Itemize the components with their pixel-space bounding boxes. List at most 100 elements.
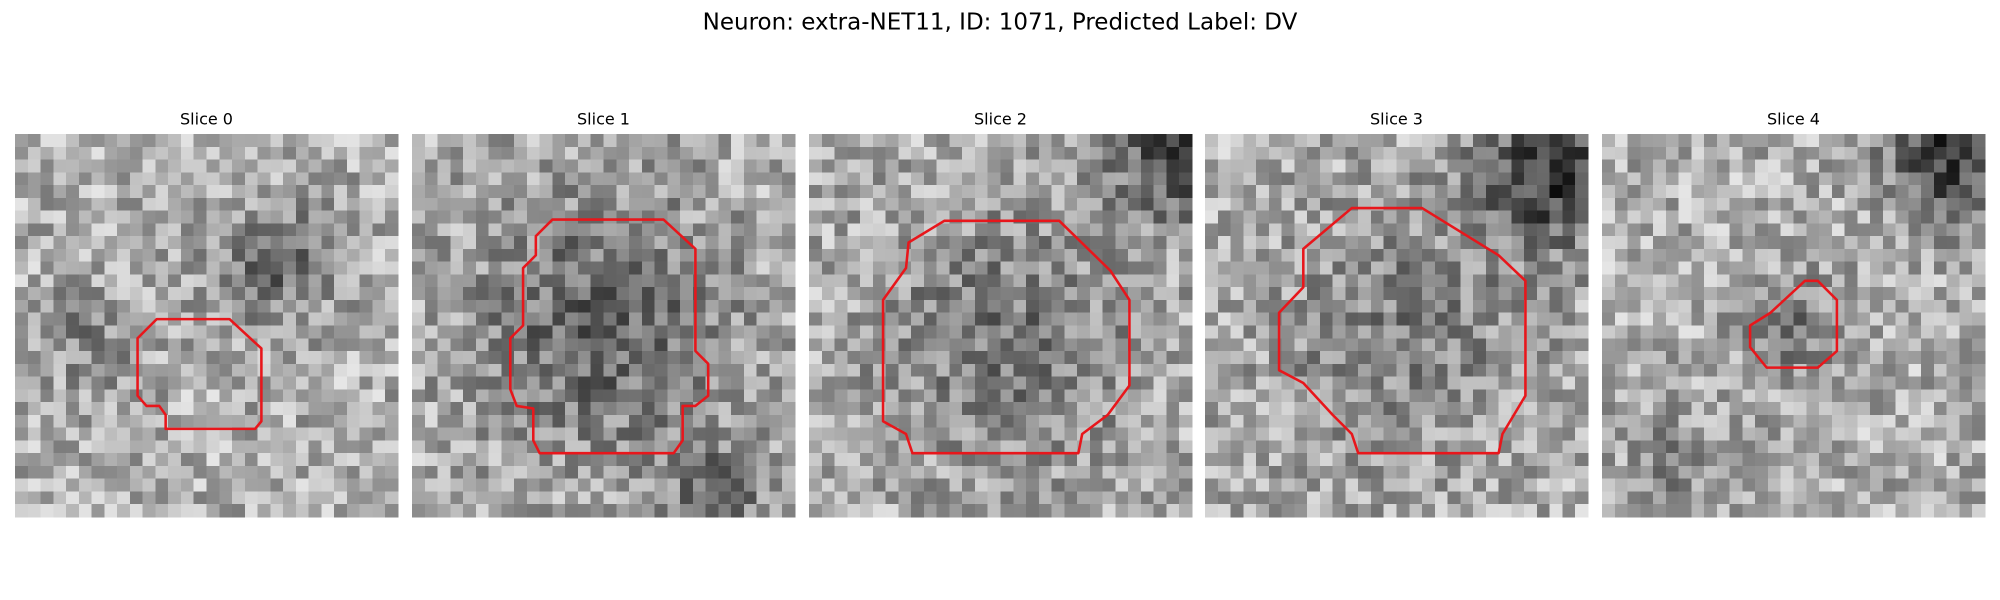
pixel: [219, 465, 233, 480]
pixel: [1729, 491, 1743, 505]
pixel: [450, 312, 464, 326]
pixel: [872, 440, 886, 454]
pixel: [1230, 159, 1244, 173]
pixel: [1755, 159, 1769, 173]
pixel: [321, 248, 335, 263]
pixel: [1089, 351, 1104, 365]
pixel: [834, 504, 848, 518]
pixel: [526, 376, 541, 390]
pixel: [40, 491, 54, 505]
pixel: [1614, 197, 1628, 211]
pixel: [1243, 351, 1257, 365]
pixel: [718, 312, 732, 326]
pixel: [769, 299, 783, 314]
pixel: [1038, 338, 1052, 352]
pixel: [1742, 363, 1756, 377]
pixel: [514, 274, 528, 288]
pixel: [346, 389, 361, 403]
pixel: [346, 274, 361, 288]
pixel: [1729, 376, 1743, 390]
pixel: [1511, 312, 1525, 326]
pixel: [257, 312, 271, 326]
pixel: [359, 376, 373, 390]
pixel: [385, 172, 399, 186]
pixel: [206, 491, 220, 505]
pixel: [1498, 453, 1512, 467]
pixel: [898, 172, 912, 186]
pixel: [1000, 236, 1014, 250]
pixel: [1511, 134, 1525, 148]
pixel: [782, 465, 796, 480]
pixel: [1383, 389, 1397, 403]
pixel: [860, 274, 874, 288]
pixel: [514, 465, 528, 480]
pixel: [718, 223, 732, 237]
pixel: [1895, 478, 1909, 492]
pixel: [53, 274, 67, 288]
pixel: [718, 402, 732, 416]
pixel: [91, 197, 105, 211]
pixel: [1793, 427, 1807, 441]
pixel: [334, 312, 348, 326]
pixel: [743, 491, 758, 505]
pixel: [1383, 504, 1397, 518]
pixel: [1831, 478, 1845, 492]
pixel: [1653, 159, 1667, 173]
pixel: [1319, 274, 1334, 288]
pixel: [155, 248, 169, 263]
pixel: [1230, 210, 1244, 224]
pixel: [1268, 465, 1282, 480]
pixel: [219, 504, 233, 518]
pixel: [1691, 248, 1705, 263]
pixel: [257, 453, 271, 467]
pixel: [847, 491, 861, 505]
pixel: [1243, 274, 1257, 288]
pixel: [142, 299, 156, 314]
pixel: [1089, 491, 1104, 505]
pixel: [232, 376, 246, 390]
pixel: [1422, 325, 1436, 339]
pixel: [1256, 440, 1270, 454]
pixel: [1908, 312, 1922, 326]
pixel: [1307, 312, 1321, 326]
pixel: [1704, 210, 1718, 224]
pixel: [346, 172, 361, 186]
pixel: [321, 465, 335, 480]
pixel: [1268, 134, 1282, 148]
pixel: [1205, 402, 1219, 416]
pixel: [142, 453, 156, 467]
pixel: [450, 146, 464, 160]
pixel: [372, 465, 386, 480]
pixel: [1780, 402, 1794, 416]
pixel: [1230, 440, 1244, 454]
pixel: [1473, 312, 1487, 326]
pixel: [539, 504, 553, 518]
pixel: [641, 312, 655, 326]
pixel: [66, 440, 80, 454]
pixel: [15, 427, 29, 441]
pixel: [257, 351, 271, 365]
pixel: [1013, 376, 1027, 390]
pixel: [1281, 172, 1295, 186]
pixel: [1882, 465, 1897, 480]
pixel: [1524, 185, 1538, 199]
pixel: [1498, 185, 1512, 199]
pixel: [577, 376, 592, 390]
pixel: [1409, 261, 1423, 275]
pixel: [1358, 491, 1372, 505]
pixel: [1742, 491, 1756, 505]
pixel: [603, 172, 617, 186]
pixel: [1294, 146, 1308, 160]
pixel: [577, 248, 592, 263]
pixel: [1870, 185, 1884, 199]
pixel: [1870, 197, 1884, 211]
pixel: [1793, 351, 1807, 365]
pixel: [1485, 146, 1500, 160]
pixel: [847, 172, 861, 186]
pixel: [1102, 312, 1116, 326]
pixel: [1230, 236, 1244, 250]
pixel: [40, 261, 54, 275]
pixel: [872, 465, 886, 480]
pixel: [514, 134, 528, 148]
pixel: [1217, 159, 1231, 173]
